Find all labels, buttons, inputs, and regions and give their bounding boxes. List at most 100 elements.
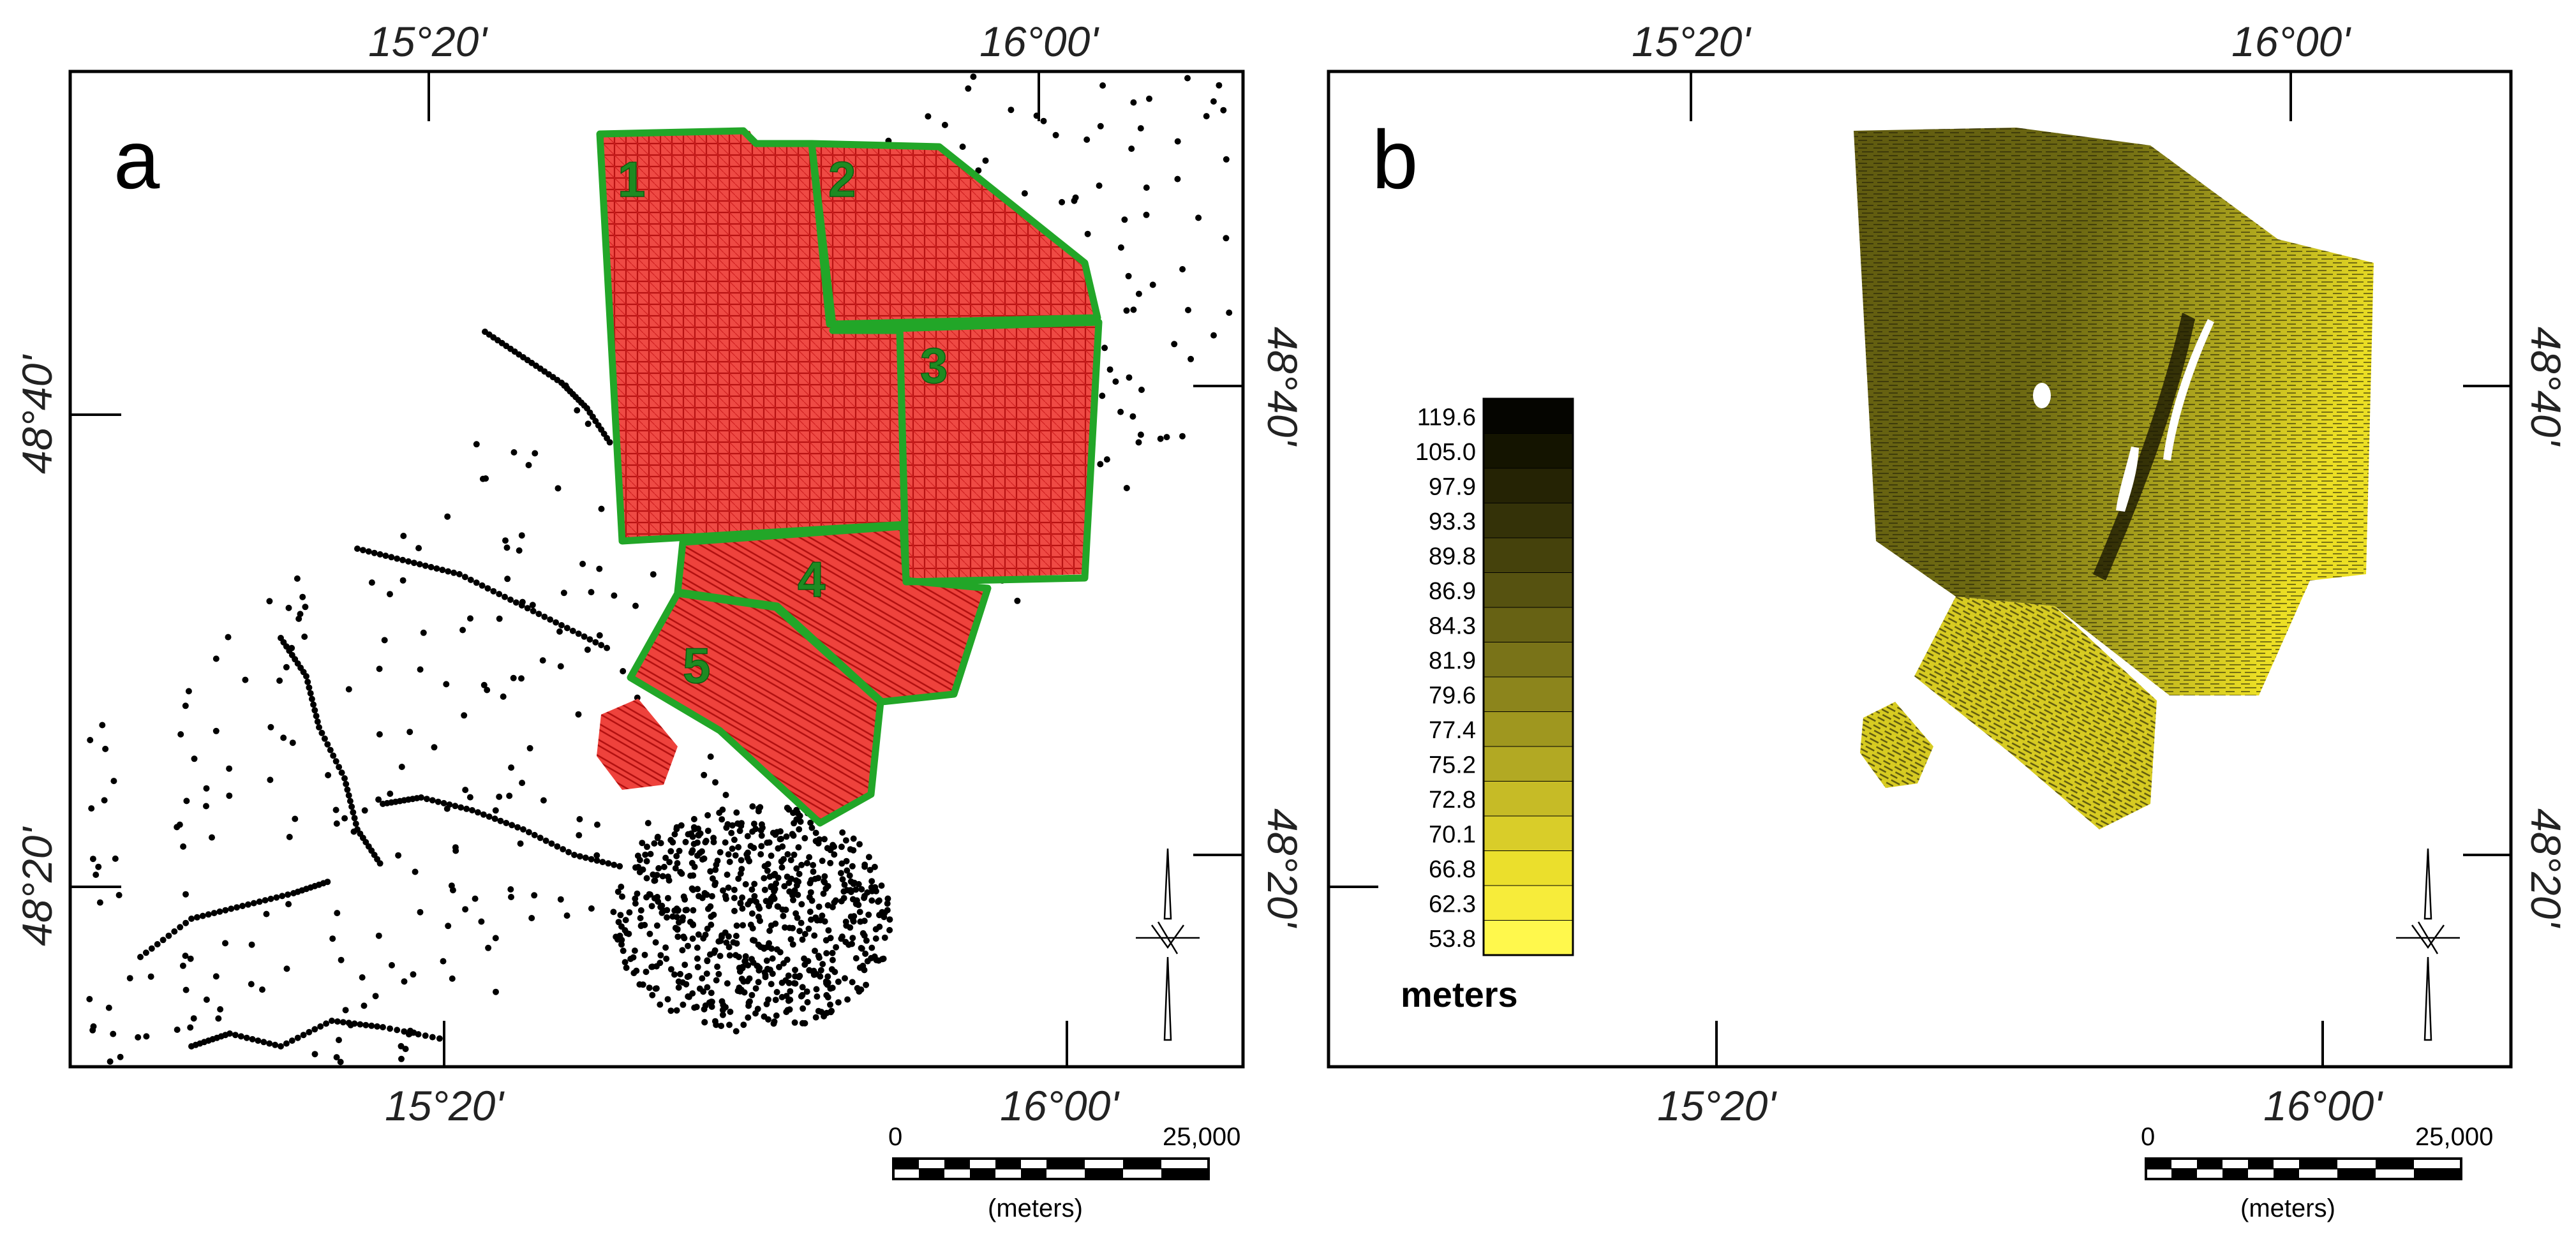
station-dot: [593, 857, 600, 864]
station-dot: [297, 611, 304, 618]
station-dot: [731, 836, 738, 843]
station-dot: [841, 881, 848, 888]
station-dot: [294, 1034, 301, 1041]
station-dot: [790, 832, 797, 839]
station-dot: [775, 845, 782, 852]
station-dot: [177, 924, 184, 931]
station-dot: [787, 857, 794, 864]
station-dot: [810, 967, 817, 974]
station-dot: [796, 870, 803, 877]
station-dot: [856, 964, 863, 971]
station-dot: [758, 832, 765, 839]
station-dot: [449, 887, 456, 894]
station-dot: [773, 880, 780, 887]
station-dot: [711, 1018, 718, 1025]
station-dot: [334, 1018, 341, 1025]
legend-swatch: [1483, 607, 1574, 643]
station-dot: [96, 899, 103, 906]
station-dot: [267, 776, 274, 783]
station-dot: [285, 891, 292, 898]
station-dot: [799, 1020, 806, 1027]
station-dot: [855, 901, 862, 909]
station-dot: [724, 872, 731, 878]
station-dot: [794, 891, 801, 898]
station-dot: [507, 597, 514, 603]
station-dot: [89, 856, 96, 863]
station-dot: [1157, 435, 1164, 442]
station-dot: [203, 803, 209, 810]
station-dot: [263, 910, 270, 917]
station-dot: [1135, 439, 1142, 446]
station-dot: [234, 904, 241, 911]
station-dot: [753, 898, 760, 905]
station-dot: [667, 848, 674, 855]
station-dot: [596, 565, 603, 572]
station-dot: [785, 806, 793, 813]
area-label-4: 4: [798, 551, 825, 607]
station-dot: [752, 985, 759, 992]
station-dot: [644, 820, 651, 827]
station-dot: [840, 894, 847, 901]
area-4-fill: [675, 524, 988, 701]
station-dot: [466, 794, 473, 801]
station-dot: [865, 854, 872, 861]
station-dot: [1117, 244, 1124, 251]
station-dot: [861, 861, 868, 868]
station-dot: [382, 553, 389, 560]
station-dot: [694, 955, 701, 962]
station-dot: [617, 912, 624, 919]
station-dot: [748, 910, 756, 917]
station-dot: [830, 842, 837, 849]
station-dot: [772, 997, 779, 1004]
station-dot: [735, 843, 742, 850]
station-dot: [504, 575, 511, 582]
station-dot: [110, 778, 117, 785]
station-dot: [357, 1021, 364, 1028]
station-dot: [1223, 156, 1230, 163]
station-dot: [510, 449, 517, 456]
legend-swatch: [1483, 920, 1574, 956]
station-dot: [280, 734, 287, 741]
station-dot: [827, 847, 834, 854]
station-dot: [105, 1004, 112, 1011]
station-dot: [867, 866, 874, 873]
station-dot: [792, 973, 799, 980]
station-dot: [695, 825, 702, 832]
station-dot: [524, 605, 531, 612]
scale-end-label: 25,000: [1163, 1123, 1241, 1151]
station-dot: [829, 956, 836, 963]
station-dot: [463, 805, 470, 812]
grid-hole: [2033, 383, 2051, 408]
station-dot: [126, 975, 133, 982]
station-dot: [541, 613, 548, 620]
station-dot: [739, 905, 746, 912]
station-dot: [482, 475, 489, 482]
station-dot: [868, 954, 875, 961]
station-dot: [1008, 107, 1015, 114]
station-dot: [1123, 485, 1130, 491]
legend-value-label: 93.3: [1429, 508, 1476, 535]
legend-value-label: 84.3: [1429, 612, 1476, 639]
legend-color-ramp: [1483, 398, 1574, 956]
station-dot: [786, 1006, 793, 1013]
station-dot: [428, 563, 435, 570]
station-dot: [154, 941, 161, 947]
station-dot: [1149, 281, 1156, 288]
station-dot: [576, 816, 583, 822]
station-dot: [768, 981, 775, 988]
station-dot: [512, 599, 519, 606]
station-dot: [250, 900, 257, 907]
legend-swatch: [1483, 537, 1574, 574]
station-dot: [557, 663, 564, 670]
station-dot: [262, 897, 269, 904]
station-dot: [791, 820, 798, 827]
station-dot: [632, 602, 639, 609]
station-dot: [365, 548, 372, 555]
station-dot: [850, 918, 857, 925]
station-dot: [560, 846, 567, 853]
station-dot: [729, 822, 736, 829]
station-dot: [222, 907, 229, 914]
station-dot: [225, 634, 232, 641]
station-dot: [839, 876, 846, 883]
station-dot: [212, 727, 220, 734]
